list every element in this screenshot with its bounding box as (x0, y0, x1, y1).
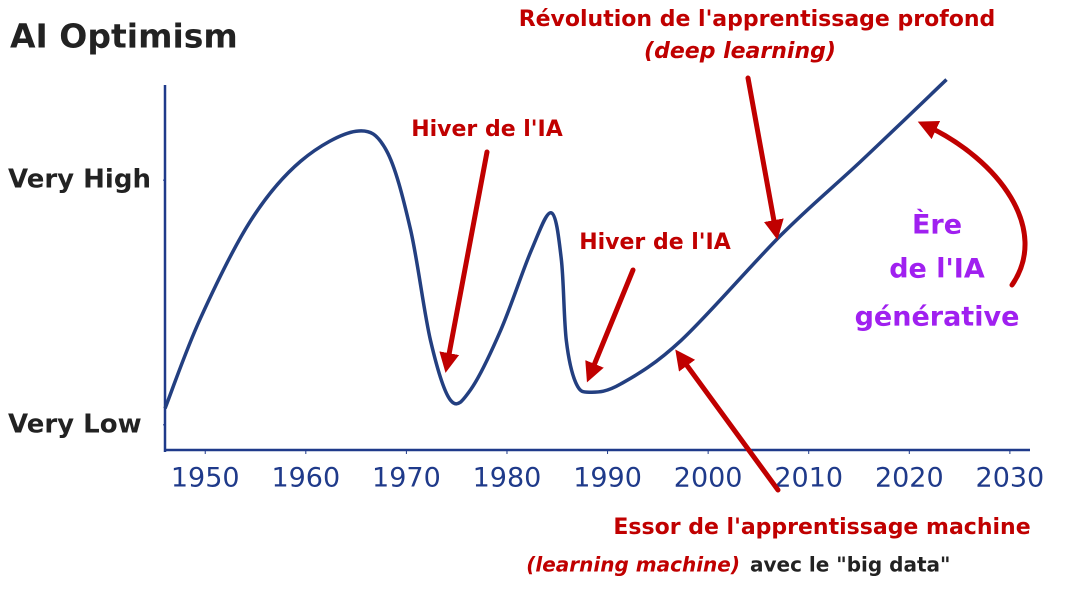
plot-area: 1950 1960 1970 1980 1990 2000 2010 2020 2030 Very… (8, 78, 1045, 494)
annotation: Ère (912, 209, 962, 241)
annotation: Hiver de l'IA (579, 230, 731, 255)
annotation: (deep learning) (644, 39, 836, 64)
arrow (745, 75, 784, 240)
annotation: Essor de l'apprentissage machine (613, 515, 1030, 540)
x-tick-label: 1950 (171, 463, 240, 494)
x-tick-label: 1970 (372, 463, 441, 494)
y-tick-label: Very High (8, 165, 151, 195)
x-tick-label: 2030 (976, 463, 1045, 494)
arrow (675, 349, 781, 493)
x-tick-label: 2010 (774, 463, 843, 494)
x-tick-label: 2020 (875, 463, 944, 494)
annotation: Révolution de l'apprentissage profond (519, 7, 996, 32)
arrow (917, 121, 1028, 288)
x-tick-label: 2000 (674, 463, 743, 494)
chart-title: AI Optimism (10, 17, 238, 56)
x-tick-label: 1980 (473, 463, 542, 494)
arrow (585, 267, 636, 383)
annotation: générative (855, 302, 1020, 333)
annotation: Hiver de l'IA (411, 117, 563, 142)
x-tick-label: 1960 (271, 463, 340, 494)
y-tick-label: Very Low (8, 409, 142, 439)
line (163, 78, 948, 410)
annotation: (learning machine) (526, 553, 740, 577)
annotation: de l'IA (889, 254, 985, 285)
x-tick-label: 1990 (573, 463, 642, 494)
annotation: avec le "big data" (750, 553, 950, 577)
arrow (439, 149, 490, 373)
